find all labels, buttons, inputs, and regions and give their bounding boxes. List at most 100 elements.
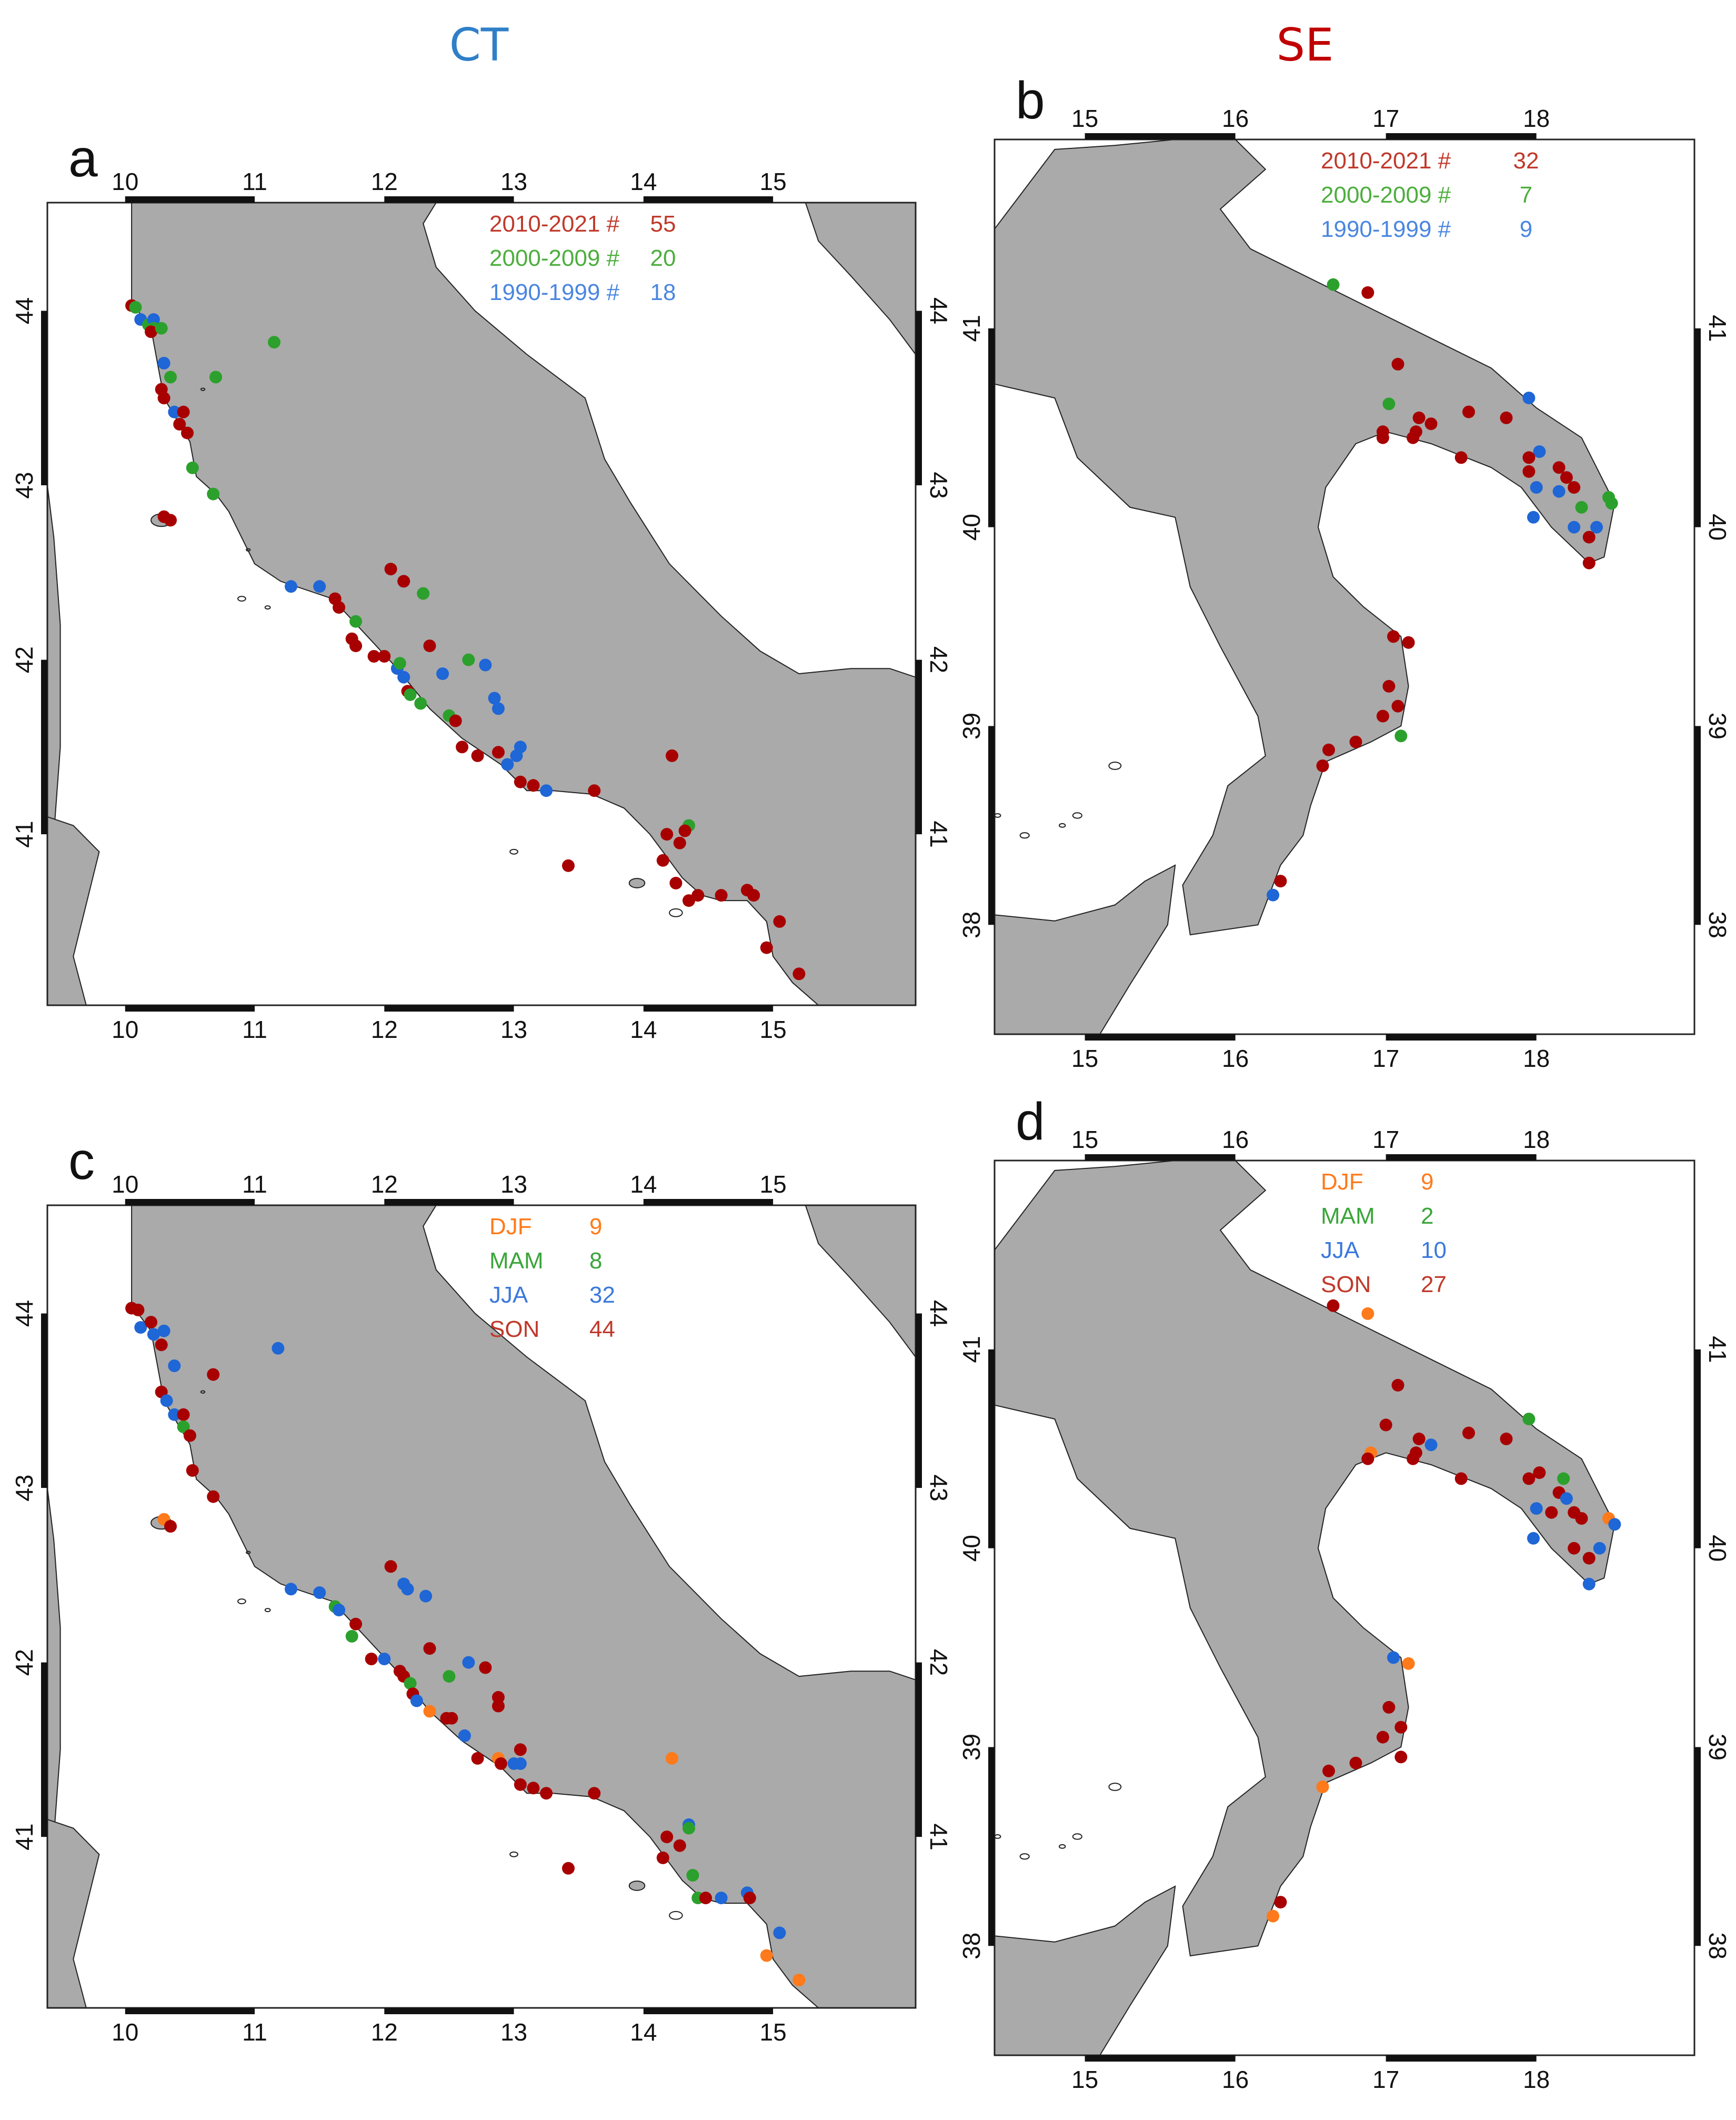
lat-tick-label-left: 39 bbox=[958, 1734, 985, 1761]
station-point bbox=[1500, 411, 1513, 424]
lon-tick-label-top: 14 bbox=[630, 168, 657, 195]
station-point bbox=[562, 1862, 575, 1875]
panel-label: b bbox=[1016, 71, 1045, 130]
lat-tick-label-left: 43 bbox=[11, 472, 38, 498]
station-point bbox=[1575, 1512, 1588, 1525]
station-point bbox=[1394, 1721, 1408, 1734]
station-point bbox=[384, 1560, 397, 1573]
legend-count: 18 bbox=[650, 279, 676, 305]
lat-tick-label-right: 43 bbox=[925, 472, 952, 498]
station-point bbox=[1552, 461, 1566, 474]
panel-label: a bbox=[68, 129, 98, 188]
station-point bbox=[1327, 278, 1340, 291]
lat-tick-label-right: 43 bbox=[925, 1474, 952, 1501]
station-point bbox=[715, 889, 728, 902]
station-point bbox=[443, 1670, 456, 1683]
station-point bbox=[715, 1892, 728, 1905]
station-point bbox=[157, 1324, 170, 1337]
lon-tick-label-bottom: 13 bbox=[500, 1016, 527, 1043]
legend-label: JJA bbox=[489, 1282, 528, 1308]
station-point bbox=[397, 671, 410, 684]
station-point bbox=[417, 587, 430, 600]
lon-tick-label-bottom: 13 bbox=[500, 2018, 527, 2046]
station-point bbox=[494, 1757, 507, 1770]
station-point bbox=[1394, 1751, 1408, 1764]
station-point bbox=[164, 371, 177, 384]
station-point bbox=[501, 758, 514, 771]
landmass bbox=[995, 1885, 1176, 2055]
station-point bbox=[678, 824, 691, 837]
legend-count: 20 bbox=[650, 245, 676, 271]
lon-tick-label-top: 18 bbox=[1523, 1126, 1550, 1153]
landmass bbox=[995, 864, 1176, 1034]
station-point bbox=[492, 702, 505, 715]
island bbox=[669, 1911, 683, 1920]
lon-tick-label-bottom: 18 bbox=[1523, 1045, 1550, 1072]
station-point bbox=[660, 828, 674, 841]
station-point bbox=[747, 889, 760, 902]
lat-tick-label-right: 44 bbox=[925, 1300, 952, 1327]
station-points bbox=[1267, 1299, 1621, 1923]
map-frame bbox=[994, 138, 1695, 1035]
station-point bbox=[1527, 1532, 1540, 1545]
station-point bbox=[168, 405, 181, 418]
lon-tick-label-bottom: 10 bbox=[112, 1016, 138, 1043]
axis-bar bbox=[988, 1747, 995, 1946]
station-point bbox=[207, 487, 220, 501]
station-point bbox=[155, 322, 168, 335]
lat-tick-label-right: 41 bbox=[1704, 315, 1731, 342]
station-point bbox=[177, 405, 190, 418]
station-point bbox=[1533, 1466, 1546, 1479]
island bbox=[264, 605, 271, 610]
station-point bbox=[1349, 1756, 1362, 1769]
station-point bbox=[1391, 357, 1404, 371]
station-point bbox=[471, 749, 484, 762]
island bbox=[246, 548, 251, 552]
station-point bbox=[147, 313, 160, 326]
legend-count: 9 bbox=[1421, 1169, 1433, 1195]
station-point bbox=[160, 1394, 173, 1407]
landmass bbox=[47, 1487, 61, 1907]
legend-count: 32 bbox=[589, 1282, 615, 1308]
legend-count: 9 bbox=[1520, 216, 1532, 242]
station-point bbox=[423, 1642, 436, 1655]
axis-bar bbox=[916, 1313, 922, 1488]
station-point bbox=[436, 667, 449, 681]
station-point bbox=[449, 714, 462, 727]
station-point bbox=[313, 1586, 326, 1599]
axis-bar bbox=[916, 311, 922, 486]
lat-tick-label-left: 41 bbox=[958, 1336, 985, 1363]
legend-label: 2010-2021 # bbox=[1321, 148, 1451, 174]
axis-bar bbox=[1085, 133, 1236, 139]
station-point bbox=[1376, 1731, 1389, 1744]
axis-bar bbox=[988, 328, 995, 527]
station-point bbox=[404, 688, 417, 701]
lat-tick-label-left: 40 bbox=[958, 1535, 985, 1562]
lat-tick-label-left: 38 bbox=[958, 1933, 985, 1959]
station-point bbox=[147, 1328, 160, 1341]
station-point bbox=[514, 1757, 527, 1770]
station-point bbox=[588, 1787, 601, 1800]
station-point bbox=[393, 657, 406, 670]
station-point bbox=[1568, 521, 1581, 534]
landmass bbox=[995, 139, 1615, 936]
island bbox=[1058, 823, 1066, 828]
legend: DJF 9 MAM 2 JJA 10 SON 27 bbox=[1321, 1169, 1447, 1297]
station-point bbox=[1274, 1896, 1287, 1909]
station-point bbox=[760, 941, 773, 954]
station-point bbox=[209, 371, 223, 384]
lat-tick-label-right: 42 bbox=[925, 646, 952, 673]
station-point bbox=[456, 741, 469, 754]
lat-tick-label-left: 41 bbox=[958, 315, 985, 342]
station-point bbox=[1530, 481, 1543, 494]
lon-tick-label-bottom: 16 bbox=[1222, 1045, 1249, 1072]
legend-count: 10 bbox=[1421, 1237, 1447, 1263]
station-point bbox=[1322, 1764, 1335, 1777]
station-point bbox=[514, 1778, 527, 1791]
station-point bbox=[1608, 1518, 1621, 1531]
station-point bbox=[384, 563, 397, 576]
column-title-se: SE bbox=[1277, 19, 1334, 72]
station-point bbox=[345, 1629, 358, 1643]
station-point bbox=[1454, 451, 1468, 464]
